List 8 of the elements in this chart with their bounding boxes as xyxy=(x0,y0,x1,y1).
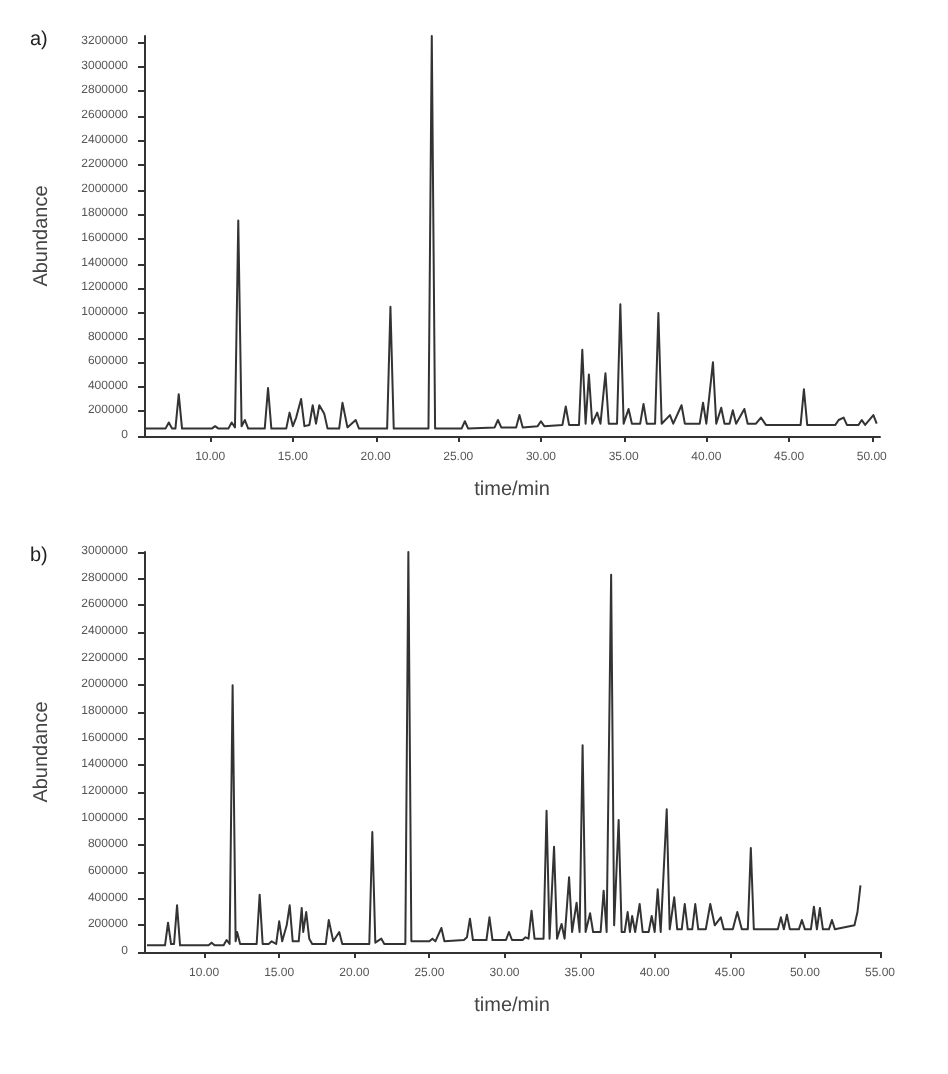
y-axis-title: Abundance xyxy=(31,184,53,287)
y-axis-title: Abundance xyxy=(31,700,53,803)
x-axis-title: time/min xyxy=(474,479,550,501)
line-series xyxy=(146,551,862,947)
x-axis-title: time/min xyxy=(474,995,550,1017)
chart-title: b) xyxy=(30,545,48,567)
chart-title: a) xyxy=(30,29,48,51)
line-series xyxy=(143,35,878,430)
